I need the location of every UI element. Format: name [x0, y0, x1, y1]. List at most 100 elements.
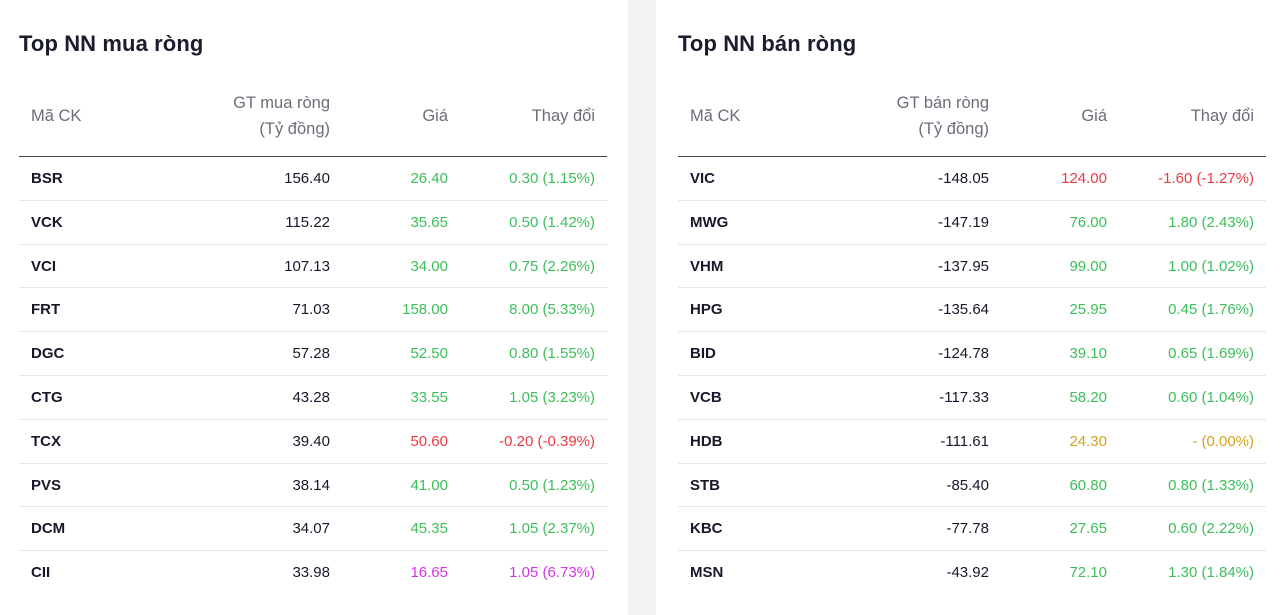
net-value-cell: -147.19	[938, 213, 989, 231]
price-cell: 25.95	[1069, 301, 1107, 319]
table-row[interactable]: VCB -117.33 58.20 0.60 (1.04%)	[678, 376, 1266, 420]
change-cell: 0.65 (1.69%)	[1168, 345, 1254, 363]
header-code: Mã CK	[690, 107, 741, 125]
stock-code-cell[interactable]: HPG	[690, 301, 723, 319]
stock-code-cell[interactable]: VHM	[690, 257, 724, 275]
change-cell: - (0.00%)	[1192, 432, 1254, 450]
price-cell: 45.35	[410, 520, 448, 538]
foreign-buy-table: Mã CK GT mua ròng (Tỷ đồng) Giá Thay đổi…	[19, 84, 607, 595]
table-row[interactable]: HPG -135.64 25.95 0.45 (1.76%)	[678, 288, 1266, 333]
table-row[interactable]: VHM -137.95 99.00 1.00 (1.02%)	[678, 245, 1266, 289]
table-row[interactable]: DCM 34.07 45.35 1.05 (2.37%)	[19, 507, 607, 552]
table-row[interactable]: DGC 57.28 52.50 0.80 (1.55%)	[19, 332, 607, 376]
table-row[interactable]: CII 33.98 16.65 1.05 (6.73%)	[19, 551, 607, 595]
table-row[interactable]: BSR 156.40 26.40 0.30 (1.15%)	[19, 157, 607, 201]
stock-code-cell[interactable]: FRT	[31, 301, 61, 319]
net-value-cell: -77.78	[946, 520, 989, 538]
stock-code-cell[interactable]: DCM	[31, 520, 66, 538]
header-net-value-label: GT mua ròng	[233, 94, 330, 112]
net-value-cell: -111.61	[940, 432, 989, 450]
change-cell: 1.05 (2.37%)	[509, 520, 595, 538]
change-cell: -1.60 (-1.27%)	[1158, 170, 1254, 187]
change-cell: -0.20 (-0.39%)	[499, 432, 595, 450]
net-value-cell: 115.22	[285, 213, 330, 231]
net-value-cell: 34.07	[292, 520, 330, 538]
stock-code-cell[interactable]: MSN	[690, 564, 724, 582]
price-cell: 26.40	[410, 170, 448, 187]
stock-code-cell[interactable]: BID	[690, 345, 716, 363]
net-value-cell: -124.78	[938, 345, 989, 363]
table-row[interactable]: FRT 71.03 158.00 8.00 (5.33%)	[19, 288, 607, 333]
header-change: Thay đổi	[531, 107, 595, 125]
change-cell: 0.60 (1.04%)	[1168, 388, 1254, 406]
header-net-value-unit: (Tỷ đồng)	[918, 120, 989, 138]
header-net-value-label: GT bán ròng	[896, 94, 989, 112]
table-row[interactable]: PVS 38.14 41.00 0.50 (1.23%)	[19, 464, 607, 508]
stock-code-cell[interactable]: CII	[31, 564, 51, 582]
stock-code-cell[interactable]: TCX	[31, 432, 61, 450]
change-cell: 0.80 (1.33%)	[1168, 476, 1254, 494]
stock-code-cell[interactable]: VCB	[690, 388, 722, 406]
price-cell: 124.00	[1061, 170, 1107, 187]
table-row[interactable]: VCI 107.13 34.00 0.75 (2.26%)	[19, 245, 607, 289]
price-cell: 41.00	[410, 476, 448, 494]
change-cell: 0.60 (2.22%)	[1168, 520, 1254, 538]
table-row[interactable]: KBC -77.78 27.65 0.60 (2.22%)	[678, 507, 1266, 552]
stock-code-cell[interactable]: PVS	[31, 476, 62, 494]
header-net-value: GT bán ròng (Tỷ đồng)	[897, 90, 989, 142]
table-row[interactable]: MWG -147.19 76.00 1.80 (2.43%)	[678, 201, 1266, 245]
price-cell: 16.65	[410, 564, 448, 582]
top-foreign-buy-panel: Top NN mua ròng Mã CK GT mua ròng (Tỷ đồ…	[0, 0, 628, 615]
stock-code-cell[interactable]: VCK	[31, 213, 63, 231]
table-row[interactable]: BID -124.78 39.10 0.65 (1.69%)	[678, 332, 1266, 376]
net-value-cell: -135.64	[938, 301, 989, 319]
price-cell: 52.50	[410, 345, 448, 363]
header-price: Giá	[422, 107, 448, 125]
change-cell: 1.80 (2.43%)	[1168, 213, 1254, 231]
change-cell: 1.00 (1.02%)	[1168, 257, 1254, 275]
table-header: Mã CK GT bán ròng (Tỷ đồng) Giá Thay đổi	[678, 84, 1266, 157]
change-cell: 1.30 (1.84%)	[1168, 564, 1254, 582]
stock-code-cell[interactable]: VCI	[31, 257, 57, 275]
price-cell: 60.80	[1069, 476, 1107, 494]
stock-code-cell[interactable]: KBC	[690, 520, 723, 538]
table-row[interactable]: HDB -111.61 24.30 - (0.00%)	[678, 420, 1266, 464]
panel-title: Top NN mua ròng	[19, 31, 204, 56]
change-cell: 1.05 (3.23%)	[509, 388, 595, 406]
change-cell: 8.00 (5.33%)	[509, 301, 595, 319]
table-body: VIC -148.05 124.00 -1.60 (-1.27%) MWG -147.19…	[678, 157, 1266, 595]
change-cell: 0.30 (1.15%)	[509, 170, 595, 187]
stock-code-cell[interactable]: BSR	[31, 170, 63, 187]
stock-code-cell[interactable]: VIC	[690, 170, 716, 187]
table-row[interactable]: VIC -148.05 124.00 -1.60 (-1.27%)	[678, 157, 1266, 201]
net-value-cell: 38.14	[292, 476, 330, 494]
net-value-cell: 33.98	[292, 564, 330, 582]
stock-code-cell[interactable]: HDB	[690, 432, 723, 450]
table-row[interactable]: VCK 115.22 35.65 0.50 (1.42%)	[19, 201, 607, 245]
header-net-value-unit: (Tỷ đồng)	[259, 120, 330, 138]
price-cell: 58.20	[1069, 388, 1107, 406]
net-value-cell: 71.03	[292, 301, 330, 319]
header-price: Giá	[1081, 107, 1107, 125]
change-cell: 0.50 (1.42%)	[509, 213, 595, 231]
price-cell: 50.60	[410, 432, 448, 450]
change-cell: 1.05 (6.73%)	[509, 564, 595, 582]
stock-code-cell[interactable]: MWG	[690, 213, 729, 231]
table-row[interactable]: CTG 43.28 33.55 1.05 (3.23%)	[19, 376, 607, 420]
table-row[interactable]: STB -85.40 60.80 0.80 (1.33%)	[678, 464, 1266, 508]
net-value-cell: -117.33	[939, 388, 989, 406]
price-cell: 35.65	[410, 213, 448, 231]
stock-code-cell[interactable]: CTG	[31, 388, 63, 406]
table-row[interactable]: TCX 39.40 50.60 -0.20 (-0.39%)	[19, 420, 607, 464]
panel-title: Top NN bán ròng	[678, 31, 857, 56]
stock-code-cell[interactable]: STB	[690, 476, 720, 494]
header-net-value: GT mua ròng (Tỷ đồng)	[233, 90, 330, 142]
stock-code-cell[interactable]: DGC	[31, 345, 65, 363]
price-cell: 72.10	[1069, 564, 1107, 582]
foreign-sell-table: Mã CK GT bán ròng (Tỷ đồng) Giá Thay đổi…	[678, 84, 1266, 595]
net-value-cell: -43.92	[946, 564, 989, 582]
net-value-cell: 43.28	[292, 388, 330, 406]
change-cell: 0.50 (1.23%)	[509, 476, 595, 494]
table-row[interactable]: MSN -43.92 72.10 1.30 (1.84%)	[678, 551, 1266, 595]
change-cell: 0.75 (2.26%)	[509, 257, 595, 275]
